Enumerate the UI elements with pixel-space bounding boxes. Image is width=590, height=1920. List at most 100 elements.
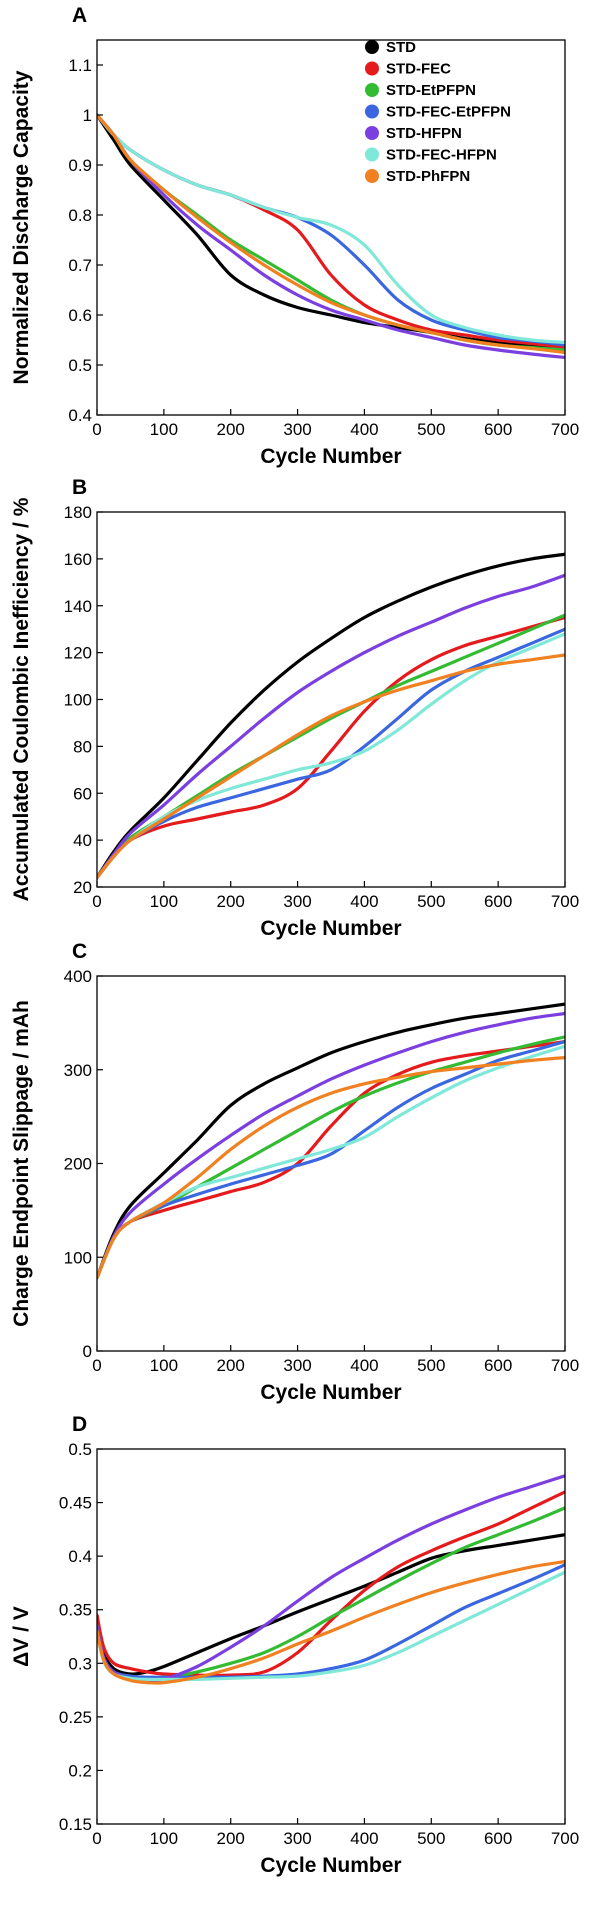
x-axis-title: Cycle Number: [260, 445, 401, 468]
series-line-std-etpfpn: [97, 613, 565, 880]
plot-frame: [96, 975, 566, 1352]
y-tick-label: 0.5: [68, 1440, 92, 1459]
x-tick-label: 600: [484, 420, 512, 439]
legend-label: STD-HFPN: [386, 125, 462, 142]
series-line-std-phfpn: [97, 1559, 565, 1685]
series-line-std-phfpn: [97, 653, 565, 880]
series-line-std-hfpn: [97, 1011, 565, 1280]
x-tick-label: 0: [92, 1829, 101, 1848]
series-line-std-fec: [97, 1490, 565, 1677]
x-tick-label: 300: [283, 892, 311, 911]
legend-label: STD-PhFPN: [386, 168, 470, 185]
x-tick-label: 700: [551, 1829, 579, 1848]
chart-panel-b: B 0 100 200 300 400 500 600 700 20 40 60 80 100 120 140…: [10, 476, 579, 940]
series-line-std: [97, 113, 565, 352]
plot-frame: [96, 1448, 566, 1825]
x-tick-label: 100: [150, 420, 178, 439]
x-tick-label: 500: [417, 1829, 445, 1848]
legend: STD STD-FEC STD-EtPFPN STD-FEC-EtPFPN STD-HF…: [365, 39, 511, 185]
series-lines: [97, 1002, 565, 1280]
series-line-std-phfpn: [97, 1056, 565, 1280]
series-line-std: [97, 552, 565, 880]
legend-label: STD-FEC-EtPFPN: [386, 104, 511, 121]
series-lines: [97, 113, 565, 360]
y-tick-label: 60: [73, 784, 92, 803]
y-tick-label: 0.25: [59, 1708, 92, 1727]
x-tick-label: 700: [551, 892, 579, 911]
series-line-std-etpfpn: [97, 1035, 565, 1280]
x-tick-label: 300: [283, 1829, 311, 1848]
chart-panel-a: A 0 100 200 300 400 500 600 700 0.4 0.5 0.6 0.7 0.8 0.…: [10, 4, 579, 468]
y-tick-label: 0.15: [59, 1815, 92, 1834]
legend-marker: [365, 104, 379, 119]
series-line-std: [97, 1002, 565, 1280]
x-tick-label: 300: [283, 1356, 311, 1375]
chart-panel-d: D 0 100 200 300 400 500 600 700 0.15 0.2 0.25 0.3 0.3…: [10, 1413, 579, 1877]
y-tick-label: 0.8: [68, 206, 92, 225]
x-tick-label: 500: [417, 892, 445, 911]
series-line-std-hfpn: [97, 1474, 565, 1684]
x-tick-label: 500: [417, 420, 445, 439]
legend-marker: [365, 40, 379, 54]
legend-marker: [365, 169, 379, 183]
x-tick-label: 100: [150, 892, 178, 911]
series-line-std-fec-hfpn: [97, 1570, 565, 1682]
y-tick-label: 0.4: [68, 406, 92, 425]
y-tick-label: 0.5: [68, 356, 92, 375]
y-tick-label: 120: [64, 644, 92, 663]
y-tick-label: 100: [64, 1248, 92, 1267]
x-tick-label: 200: [217, 1829, 245, 1848]
y-tick-label: 0.6: [68, 306, 92, 325]
y-tick-label: 200: [64, 1155, 92, 1174]
legend-marker: [365, 61, 379, 76]
legend-label: STD-EtPFPN: [386, 82, 476, 99]
y-tick-label: 0.2: [68, 1761, 92, 1780]
legend-marker: [365, 83, 379, 97]
x-tick-label: 600: [484, 892, 512, 911]
x-tick-label: 100: [150, 1356, 178, 1375]
legend-marker: [365, 147, 379, 162]
panel-letter: A: [72, 4, 87, 27]
series-line-std-fec: [97, 1040, 565, 1280]
series-line-std-phfpn: [97, 113, 565, 355]
x-tick-label: 700: [551, 1356, 579, 1375]
x-tick-label: 100: [150, 1829, 178, 1848]
legend-marker: [365, 126, 379, 140]
y-tick-label: 0.45: [59, 1494, 92, 1513]
x-tick-label: 500: [417, 1356, 445, 1375]
series-line-std: [97, 1533, 565, 1676]
y-tick-label: 0.9: [68, 156, 92, 175]
x-tick-label: 600: [484, 1356, 512, 1375]
y-tick-label: 20: [73, 878, 92, 897]
x-tick-label: 400: [350, 1829, 378, 1848]
y-tick-label: 180: [64, 503, 92, 522]
x-tick-label: 300: [283, 420, 311, 439]
x-axis-title: Cycle Number: [260, 1854, 401, 1877]
panel-letter: B: [72, 476, 87, 499]
y-tick-label: 100: [64, 691, 92, 710]
y-tick-label: 160: [64, 550, 92, 569]
x-tick-label: 700: [551, 420, 579, 439]
series-lines: [97, 1474, 565, 1685]
series-line-std-fec: [97, 615, 565, 880]
x-tick-label: 400: [350, 892, 378, 911]
y-tick-label: 1: [83, 106, 92, 125]
x-axis-title: Cycle Number: [260, 917, 401, 940]
y-axis-title: Normalized Discharge Capacity: [10, 70, 33, 384]
legend-label: STD-FEC: [386, 61, 451, 78]
series-line-std-fec-hfpn: [97, 1044, 565, 1280]
x-tick-label: 400: [350, 1356, 378, 1375]
y-tick-label: 0.4: [68, 1547, 92, 1566]
x-tick-label: 0: [92, 420, 101, 439]
plot-frame: [96, 39, 566, 416]
panel-letter: D: [72, 1413, 87, 1436]
y-tick-label: 40: [73, 831, 92, 850]
chart-panel-c: C 0 100 200 300 400 500 600 700 0 100 200 300 400 Cycl…: [10, 940, 579, 1404]
series-line-std-hfpn: [97, 113, 565, 360]
series-line-std-fec-etpfpn: [97, 1040, 565, 1280]
y-tick-label: 300: [64, 1061, 92, 1080]
y-tick-label: 0.35: [59, 1601, 92, 1620]
series-lines: [97, 552, 565, 880]
y-tick-label: 0.7: [68, 256, 92, 275]
